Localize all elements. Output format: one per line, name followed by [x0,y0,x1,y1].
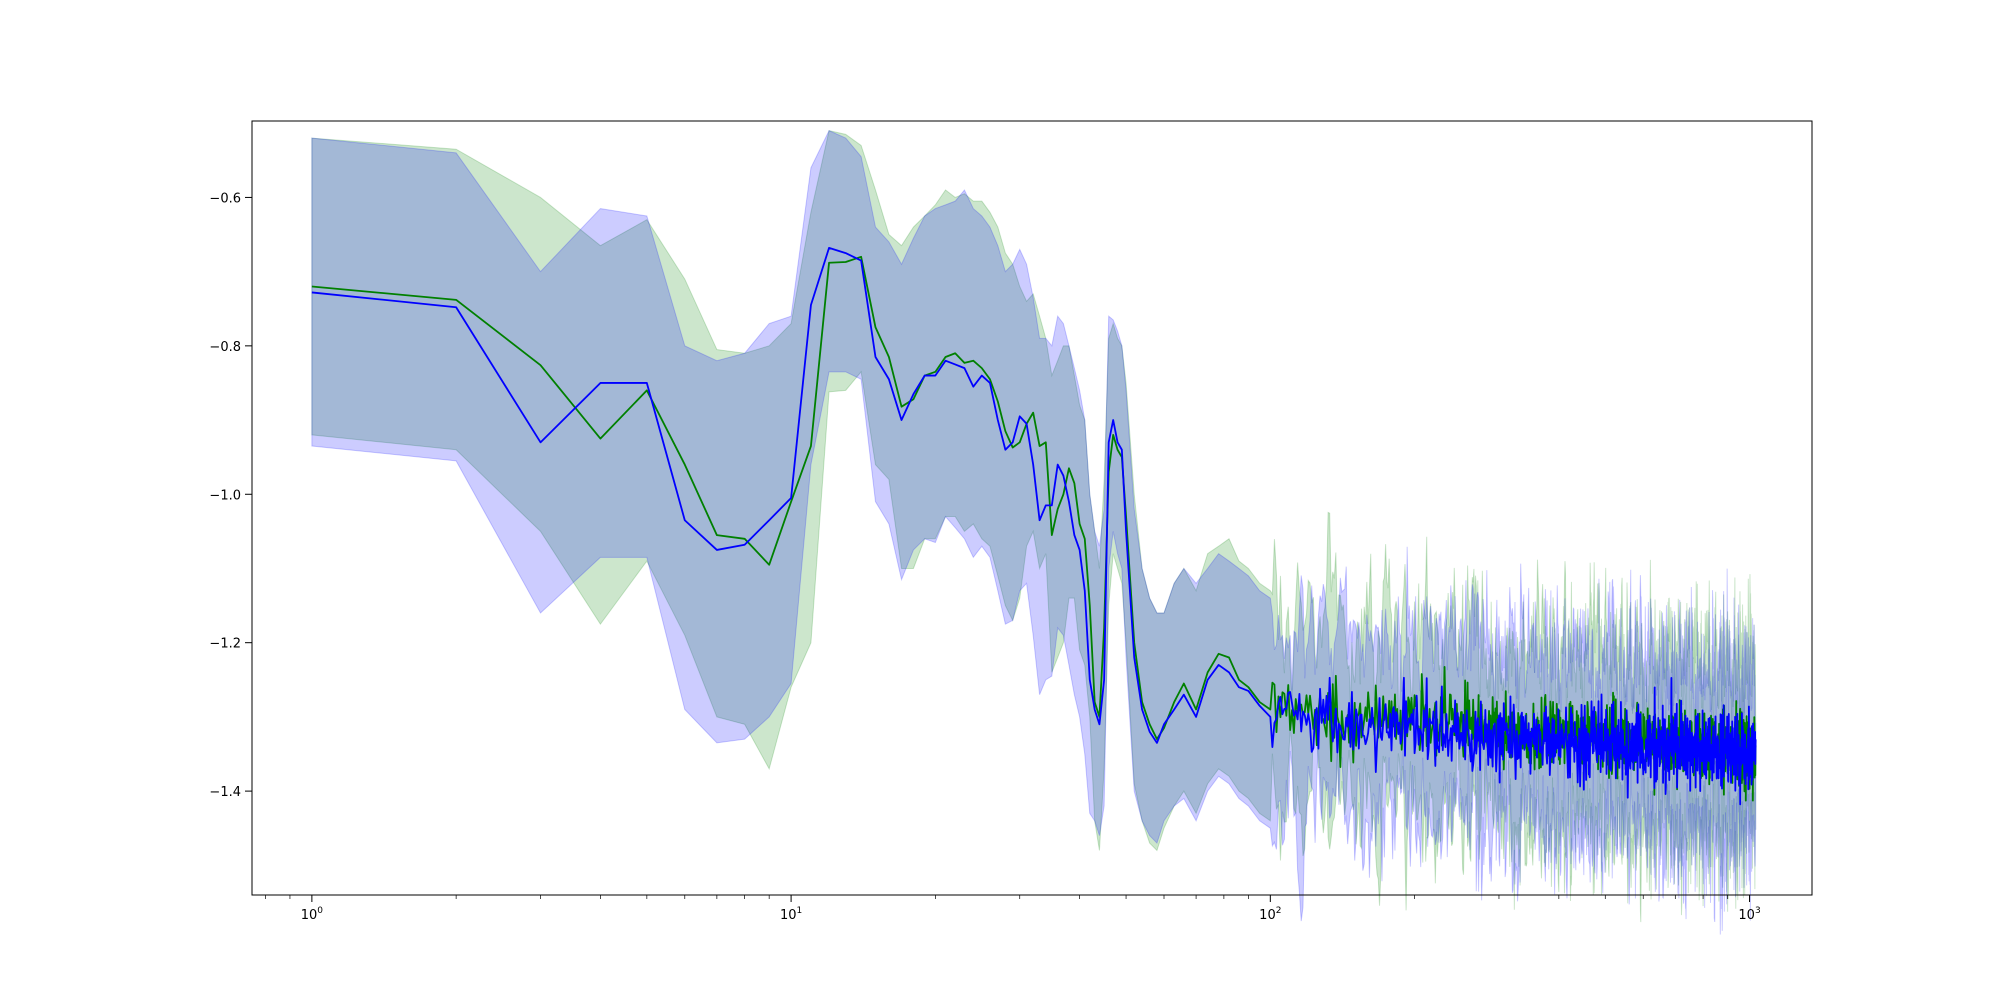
x-tick-label: 103 [1738,906,1760,923]
x-axis: 100 101 102 103 [265,895,1761,923]
y-axis: −0.6 −0.8 −1.0 −1.2 −1.4 [209,191,252,800]
y-tick-label: −1.0 [209,488,241,503]
y-tick-label: −1.2 [209,637,241,652]
plot-frame [251,120,1813,896]
y-tick-label: −0.8 [209,340,241,355]
x-tick-label: 102 [1259,906,1281,923]
series-line-2 [311,247,1757,806]
x-tick-label: 101 [780,906,802,923]
x-tick-label: 100 [301,906,324,923]
y-tick-label: −0.6 [209,191,241,206]
series-lines [311,247,1757,806]
y-tick-label: −1.4 [209,785,241,800]
